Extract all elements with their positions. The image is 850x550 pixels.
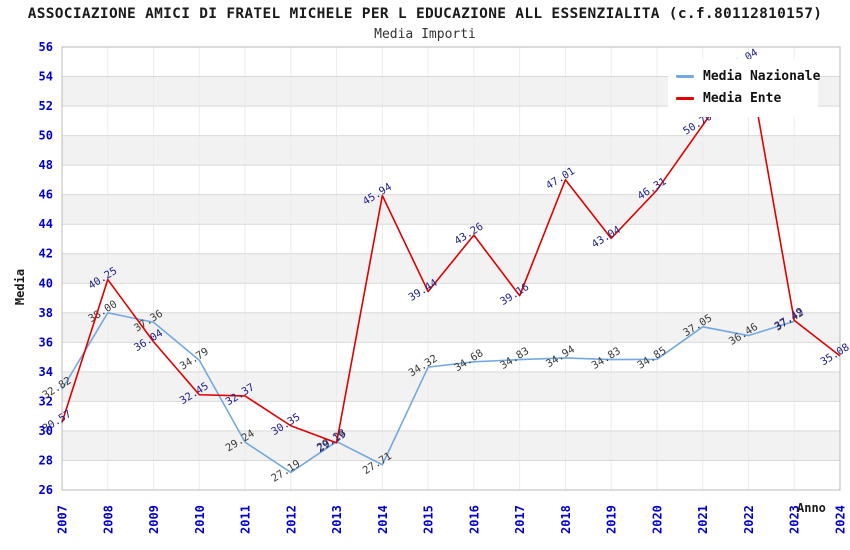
grid-band [62,312,840,343]
x-tick-label: 2007 [56,505,70,534]
y-tick-label: 44 [39,217,53,231]
plot-border [61,46,841,491]
x-tick-label: 2008 [101,505,115,534]
y-tick-label: 34 [39,365,53,379]
x-tick-label: 2009 [147,505,161,534]
y-tick-label: 30 [39,424,53,438]
x-tick-label: 2012 [284,505,298,534]
grid-band [62,342,840,372]
chart-subtitle: Media Importi [374,27,476,42]
grid-band [62,135,840,166]
y-tick-label: 54 [39,70,53,84]
y-tick-label: 46 [39,188,53,202]
grid-band [62,283,840,313]
x-tick-label: 2022 [742,505,756,534]
x-tick-label: 2015 [422,505,436,534]
chart-title: ASSOCIAZIONE AMICI DI FRATEL MICHELE PER… [27,6,823,22]
y-tick-label: 50 [39,129,53,143]
y-tick-label: 40 [39,276,53,290]
legend-label-ente: Media Ente [703,90,782,106]
legend-label-nazionale: Media Nazionale [703,68,821,84]
x-tick-label: 2014 [376,505,390,534]
grid-band [62,224,840,254]
x-tick-label: 2019 [605,505,619,534]
y-tick-label: 36 [39,335,53,349]
nazionale-line-swatch-icon [676,74,694,78]
grid-band [62,430,840,461]
legend-item-media-ente: Media Ente [676,87,810,109]
chart-legend: Media Nazionale Media Ente [668,59,820,117]
x-tick-label: 2024 [834,505,848,534]
grid-band [62,165,840,195]
grid-band [62,460,840,490]
x-axis-title: Anno [797,501,826,515]
x-tick-label: 2010 [193,505,207,534]
y-tick-label: 38 [39,306,53,320]
x-tick-label: 2023 [788,505,802,534]
y-axis-title: Media [13,269,27,305]
ente-line-swatch-icon [676,96,694,100]
x-tick-label: 2018 [559,505,573,534]
series-line-nazionale [61,311,795,474]
x-tick-label: 2021 [696,505,710,534]
grid-band [62,401,840,431]
x-tick-label: 2011 [239,505,253,534]
grid-band [62,194,840,225]
y-tick-label: 32 [39,394,53,408]
grid-band [62,253,840,284]
y-tick-label: 48 [39,158,53,172]
x-tick-label: 2020 [650,505,664,534]
y-tick-label: 28 [39,453,53,467]
y-tick-label: 56 [39,40,53,54]
x-tick-label: 2016 [467,505,481,534]
legend-item-media-nazionale: Media Nazionale [676,65,820,87]
y-tick-label: 52 [39,99,53,113]
y-tick-label: 42 [39,247,53,261]
x-tick-label: 2017 [513,505,527,534]
x-tick-label: 2013 [330,505,344,534]
y-tick-label: 26 [39,483,53,497]
